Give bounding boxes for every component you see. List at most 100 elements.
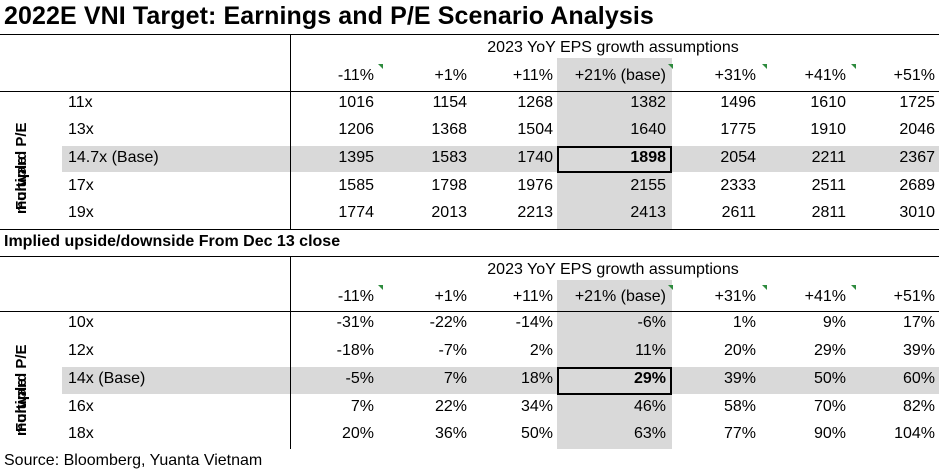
table-cell: 34% [520, 398, 553, 415]
table-top-border [0, 34, 939, 35]
table-cell: -5% [345, 370, 374, 387]
table-cell: 2213 [517, 204, 553, 221]
table-cell: 1016 [338, 94, 374, 111]
table-cell: 70% [813, 398, 846, 415]
table-cell: 20% [723, 342, 756, 359]
row-label: 19x [68, 204, 94, 221]
table-cell: 1206 [338, 121, 374, 138]
table-cell: 50% [813, 370, 846, 387]
table-cell: -7% [438, 342, 467, 359]
table-cell: 1268 [517, 94, 553, 111]
table-cell: 82% [902, 398, 935, 415]
table-row: 19x 1774 2013 2213 2413 2611 2811 3010 [0, 204, 939, 230]
table-cell: 2367 [899, 149, 935, 166]
table-cell: 1585 [338, 177, 374, 194]
comment-marker [378, 285, 383, 290]
table-cell: 2511 [811, 177, 846, 194]
table-cell: 1774 [338, 204, 374, 221]
table-row: 18x 20% 36% 50% 63% 77% 90% 104% [0, 425, 939, 451]
table-cell: -14% [515, 314, 553, 331]
section-title: Implied upside/downside From Dec 13 clos… [4, 233, 341, 250]
table-cell: 18% [520, 370, 553, 387]
table-cell: 50% [520, 425, 553, 442]
table-cell: 1368 [431, 121, 467, 138]
label-divider [290, 256, 291, 449]
table-cell: 39% [902, 342, 935, 359]
base-case-box [557, 367, 672, 395]
table-cell: 2413 [630, 204, 666, 221]
comment-marker [762, 64, 767, 69]
col-head: +51% [893, 67, 935, 84]
row-label: 16x [68, 398, 94, 415]
table-cell: 1640 [630, 121, 666, 138]
base-row-highlight [62, 146, 939, 172]
table-cell: 2333 [720, 177, 756, 194]
table-cell: 104% [894, 425, 935, 442]
table-cell: 2013 [431, 204, 467, 221]
table-cell: 90% [813, 425, 846, 442]
table-cell: 2054 [720, 149, 756, 166]
col-head: +21% (base) [574, 67, 666, 84]
table-cell: 1725 [899, 94, 935, 111]
table-cell: 1382 [630, 94, 666, 111]
table-cell: 2% [529, 342, 553, 359]
table-cell: 2155 [630, 177, 666, 194]
table-cell: -31% [336, 314, 374, 331]
table-cell: 1504 [517, 121, 553, 138]
table-cell: 1496 [720, 94, 756, 111]
table-cell: 1395 [338, 149, 374, 166]
comment-marker [851, 285, 856, 290]
col-head: +41% [804, 67, 846, 84]
table-cell: 60% [902, 370, 935, 387]
row-label: 14x (Base) [68, 370, 146, 387]
table-cell: 77% [723, 425, 756, 442]
col-head: +41% [804, 288, 846, 305]
table-cell: 1976 [517, 177, 553, 194]
base-case-cell: 1898 [630, 149, 666, 166]
table-row: 16x 7% 22% 34% 46% 58% 70% 82% [0, 398, 939, 424]
table-cell: 7% [443, 370, 467, 387]
table-cell: 2611 [721, 204, 756, 221]
table-cell: 2046 [899, 121, 935, 138]
comment-marker [851, 64, 856, 69]
col-head: +1% [434, 67, 467, 84]
table-cell: 58% [723, 398, 756, 415]
table-cell: 1775 [720, 121, 756, 138]
col-head: +11% [512, 67, 553, 84]
table-cell: 1798 [431, 177, 467, 194]
table-row: 12x -18% -7% 2% 11% 20% 29% 39% [0, 342, 939, 368]
table-cell: 39% [723, 370, 756, 387]
table-cell: 3010 [899, 204, 935, 221]
col-head: +11% [512, 288, 553, 305]
col-head: +51% [893, 288, 935, 305]
upside-table: 2023 YoY EPS growth assumptions -11% +1%… [0, 256, 939, 449]
table-cell: -18% [336, 342, 374, 359]
table-cell: 1% [732, 314, 756, 331]
col-head: -11% [337, 67, 374, 84]
table-cell: 11% [635, 342, 666, 359]
table-cell: -22% [429, 314, 467, 331]
table-cell: 1583 [431, 149, 467, 166]
table-cell: 20% [341, 425, 374, 442]
table-top-border [0, 256, 939, 257]
group-header: 2023 YoY EPS growth assumptions [487, 39, 739, 56]
table-cell: 36% [434, 425, 467, 442]
row-label: 10x [68, 314, 94, 331]
row-label: 13x [68, 121, 94, 138]
table-cell: 1610 [810, 94, 846, 111]
table-row-base: 14x (Base) -5% 7% 18% 29% 39% 50% 60% [0, 370, 939, 396]
base-column-highlight [557, 58, 672, 230]
table-row-base: 14.7x (Base) 1395 1583 1740 1898 2054 22… [0, 149, 939, 175]
comment-marker [762, 285, 767, 290]
table-row: 10x -31% -22% -14% -6% 1% 9% 17% [0, 314, 939, 340]
label-divider [290, 34, 291, 230]
row-label: 12x [68, 342, 94, 359]
base-column-highlight [557, 280, 672, 449]
table-row: 11x 1016 1154 1268 1382 1496 1610 1725 [0, 94, 939, 120]
col-head: +21% (base) [574, 288, 666, 305]
table-cell: 63% [633, 425, 666, 442]
table-cell: 1154 [432, 94, 467, 111]
row-label: 11x [68, 94, 93, 111]
table-cell: -6% [637, 314, 666, 331]
table-cell: 9% [822, 314, 846, 331]
